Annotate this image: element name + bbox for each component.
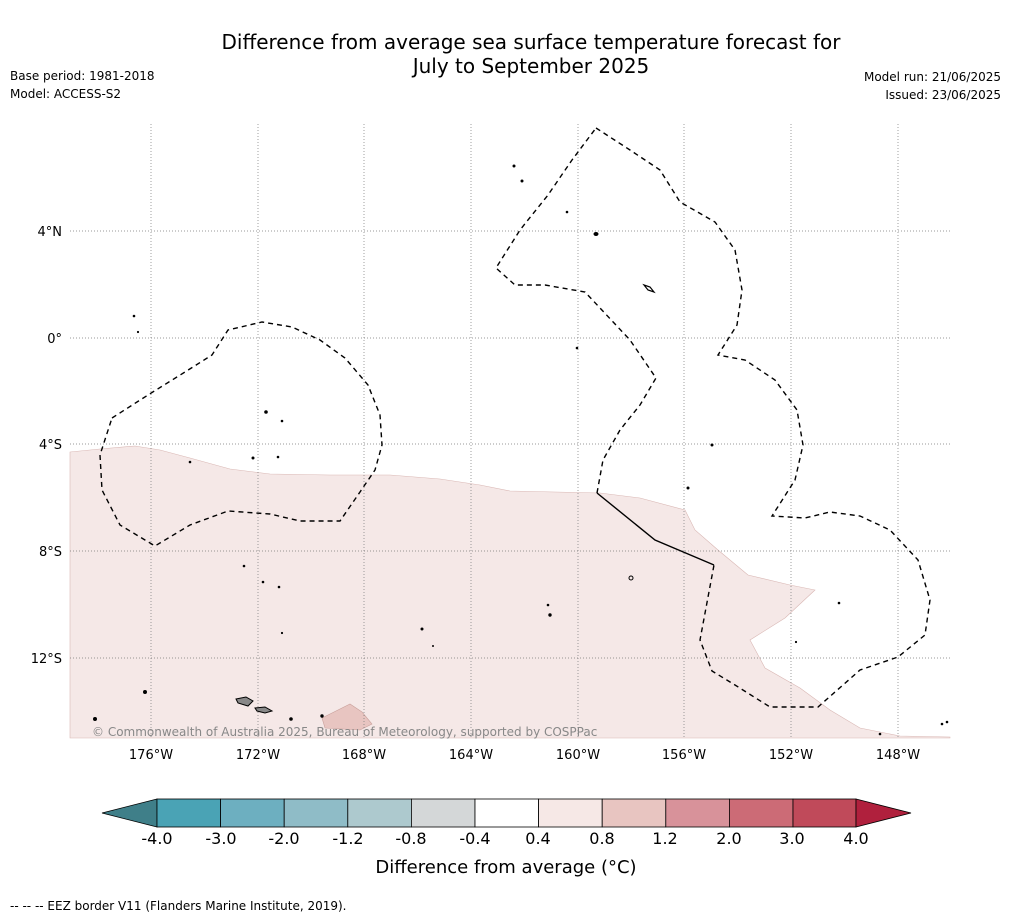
colorbar-tick: 2.0 — [716, 829, 741, 848]
eez-borders — [99, 127, 931, 708]
colorbar-tick: -0.4 — [459, 829, 490, 848]
colorbar-extend-low — [101, 798, 158, 828]
lat-label-4n: 4°N — [38, 225, 63, 240]
eez-kiribati-west — [495, 127, 657, 494]
colorbar-extend-high — [855, 798, 912, 828]
colorbar-tick: -4.0 — [141, 829, 172, 848]
meta-right: Model run: 21/06/2025 Issued: 23/06/2025 — [864, 68, 1001, 104]
colorbar-bin — [601, 798, 667, 828]
copyright-note: © Commonwealth of Australia 2025, Bureau… — [92, 725, 597, 739]
title-line-1: Difference from average sea surface temp… — [221, 30, 841, 54]
eez-solid-border — [596, 492, 715, 566]
colorbar-bin — [283, 798, 349, 828]
anomaly-area-0.8-1.2 — [321, 703, 373, 731]
lat-label-0: 0° — [47, 332, 62, 347]
colorbar-bin — [410, 798, 476, 828]
lon-label-164w: 164°W — [449, 748, 493, 763]
graticule — [70, 124, 950, 738]
issued-date: Issued: 23/06/2025 — [885, 88, 1001, 102]
colorbar-tick: -1.2 — [332, 829, 363, 848]
colorbar-bin — [538, 798, 603, 828]
colorbar-tick: 0.4 — [525, 829, 550, 848]
colorbar-bin — [220, 798, 285, 828]
colorbar-tick: -3.0 — [205, 829, 236, 848]
colorbar-title: Difference from average (°C) — [375, 857, 636, 878]
colorbar-tick: 3.0 — [779, 829, 804, 848]
lon-label-148w: 148°W — [876, 748, 920, 763]
meta-left: Base period: 1981-2018 Model: ACCESS-S2 — [10, 67, 155, 103]
colorbar-bin — [347, 798, 412, 828]
lat-label-12s: 12°S — [31, 652, 62, 667]
colorbar-tick: 1.2 — [652, 829, 677, 848]
longitude-labels: 176°W 172°W 168°W 164°W 160°W 156°W 152°… — [129, 748, 920, 763]
colorbar-tick: 4.0 — [843, 829, 868, 848]
lon-label-168w: 168°W — [342, 748, 386, 763]
colorbar-bin — [792, 798, 857, 828]
model-name: Model: ACCESS-S2 — [10, 87, 122, 101]
islands — [93, 164, 949, 736]
model-run: Model run: 21/06/2025 — [863, 70, 1001, 84]
colorbar-tick: -0.8 — [395, 829, 426, 848]
anomaly-area-0.4-0.8 — [69, 445, 951, 739]
colorbar-bin — [729, 798, 794, 828]
lon-label-160w: 160°W — [556, 748, 600, 763]
lon-label-176w: 176°W — [129, 748, 173, 763]
lon-label-156w: 156°W — [662, 748, 706, 763]
colorbar-tick: 0.8 — [589, 829, 614, 848]
latitude-labels: 4°N 0° 4°S 8°S 12°S — [31, 225, 62, 667]
colorbar — [101, 798, 912, 828]
colorbar-tick: -2.0 — [268, 829, 299, 848]
colorbar-bin — [156, 798, 221, 828]
lon-label-172w: 172°W — [236, 748, 280, 763]
colorbar-tick-labels: -4.0 -3.0 -2.0 -1.2 -0.8 -0.4 0.4 0.8 1.… — [141, 829, 868, 848]
samoa-islands — [235, 696, 274, 714]
lat-label-4s: 4°S — [39, 438, 62, 453]
colorbar-bin — [665, 798, 730, 828]
base-period: Base period: 1981-2018 — [10, 69, 155, 83]
eez-tokelau — [99, 321, 383, 547]
eez-footnote: -- -- -- EEZ border V11 (Flanders Marine… — [10, 899, 347, 913]
lat-label-8s: 8°S — [39, 545, 62, 560]
map-title: Difference from average sea surface temp… — [0, 30, 1011, 78]
eez-kiribati-line-islands — [595, 127, 931, 708]
lon-label-152w: 152°W — [769, 748, 813, 763]
title-line-2: July to September 2025 — [412, 54, 650, 78]
colorbar-bin — [474, 798, 539, 828]
